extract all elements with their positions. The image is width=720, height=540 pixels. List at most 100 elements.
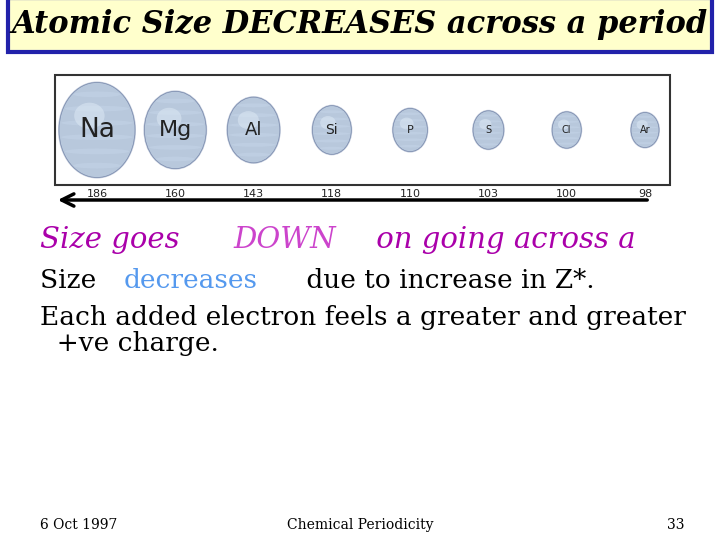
Text: 100: 100: [557, 189, 577, 199]
Ellipse shape: [58, 82, 136, 179]
Text: due to increase in Z*.: due to increase in Z*.: [298, 267, 595, 293]
Text: Size goes: Size goes: [40, 226, 189, 254]
Text: Atomic Size DECREASES across a period: Atomic Size DECREASES across a period: [12, 10, 708, 40]
Ellipse shape: [393, 109, 428, 152]
Ellipse shape: [400, 145, 421, 147]
Ellipse shape: [479, 114, 498, 117]
Text: DOWN: DOWN: [233, 226, 336, 254]
Ellipse shape: [143, 90, 207, 170]
Ellipse shape: [636, 120, 648, 130]
Text: S: S: [485, 125, 492, 135]
Ellipse shape: [631, 112, 659, 147]
Text: Na: Na: [79, 117, 115, 143]
Ellipse shape: [229, 133, 278, 137]
Ellipse shape: [312, 105, 352, 156]
Ellipse shape: [320, 110, 344, 113]
Ellipse shape: [156, 157, 194, 161]
Ellipse shape: [312, 106, 351, 154]
Ellipse shape: [636, 116, 654, 118]
Ellipse shape: [314, 125, 350, 128]
Ellipse shape: [231, 143, 276, 147]
Ellipse shape: [237, 103, 270, 107]
Ellipse shape: [228, 97, 280, 163]
Ellipse shape: [636, 142, 654, 144]
Ellipse shape: [229, 123, 278, 127]
Text: 98: 98: [638, 189, 652, 199]
Ellipse shape: [630, 111, 660, 148]
Text: +ve charge.: +ve charge.: [40, 330, 219, 355]
Ellipse shape: [315, 118, 348, 120]
Ellipse shape: [157, 108, 181, 129]
Ellipse shape: [475, 138, 501, 140]
Text: Cl: Cl: [562, 125, 572, 135]
Ellipse shape: [395, 138, 425, 141]
Text: 110: 110: [400, 189, 420, 199]
Text: Ar: Ar: [639, 125, 650, 135]
Ellipse shape: [231, 113, 276, 117]
Ellipse shape: [145, 91, 206, 168]
Bar: [55, 75, 670, 185]
Text: 118: 118: [321, 189, 343, 199]
Ellipse shape: [73, 163, 121, 168]
Text: Si: Si: [325, 123, 338, 137]
Ellipse shape: [65, 148, 129, 154]
Ellipse shape: [633, 121, 657, 123]
Ellipse shape: [149, 145, 202, 150]
Ellipse shape: [554, 137, 579, 139]
Ellipse shape: [474, 132, 503, 134]
Ellipse shape: [315, 139, 348, 143]
Ellipse shape: [553, 126, 580, 129]
Ellipse shape: [314, 132, 350, 135]
Ellipse shape: [395, 119, 425, 122]
Ellipse shape: [474, 126, 503, 129]
Ellipse shape: [400, 118, 413, 130]
FancyBboxPatch shape: [8, 0, 712, 52]
Ellipse shape: [146, 133, 204, 138]
Text: Mg: Mg: [158, 120, 192, 140]
Text: Chemical Periodicity: Chemical Periodicity: [287, 518, 433, 532]
Ellipse shape: [557, 115, 576, 118]
Ellipse shape: [156, 99, 194, 103]
Ellipse shape: [632, 132, 658, 134]
Ellipse shape: [473, 111, 504, 149]
Ellipse shape: [320, 147, 344, 150]
Text: 186: 186: [86, 189, 107, 199]
Text: P: P: [407, 125, 413, 135]
Ellipse shape: [479, 143, 498, 146]
Ellipse shape: [554, 121, 579, 123]
Ellipse shape: [552, 112, 581, 148]
Text: Size: Size: [40, 267, 104, 293]
Ellipse shape: [394, 132, 426, 134]
Ellipse shape: [149, 110, 202, 115]
Ellipse shape: [553, 132, 580, 134]
Ellipse shape: [392, 107, 428, 153]
Ellipse shape: [552, 111, 582, 149]
Text: decreases: decreases: [124, 267, 258, 293]
Text: Each added electron feels a greater and greater: Each added electron feels a greater and …: [40, 306, 686, 330]
Ellipse shape: [632, 126, 658, 129]
Text: Al: Al: [245, 121, 262, 139]
Ellipse shape: [61, 134, 132, 140]
Text: 6 Oct 1997: 6 Oct 1997: [40, 518, 117, 532]
Ellipse shape: [73, 91, 121, 97]
Ellipse shape: [237, 153, 270, 157]
Text: on going across a: on going across a: [366, 226, 644, 254]
Ellipse shape: [74, 103, 104, 129]
Ellipse shape: [558, 119, 570, 130]
Ellipse shape: [633, 137, 657, 139]
Ellipse shape: [475, 120, 501, 123]
Text: 33: 33: [667, 518, 685, 532]
Ellipse shape: [65, 106, 129, 111]
Ellipse shape: [394, 125, 426, 128]
Ellipse shape: [557, 143, 576, 145]
Ellipse shape: [472, 110, 505, 150]
Ellipse shape: [480, 119, 492, 130]
Ellipse shape: [226, 96, 281, 164]
Ellipse shape: [400, 112, 421, 115]
Text: 143: 143: [243, 189, 264, 199]
Ellipse shape: [59, 83, 135, 178]
Ellipse shape: [61, 120, 132, 126]
Ellipse shape: [320, 116, 336, 130]
Ellipse shape: [146, 122, 204, 126]
Ellipse shape: [238, 111, 258, 129]
